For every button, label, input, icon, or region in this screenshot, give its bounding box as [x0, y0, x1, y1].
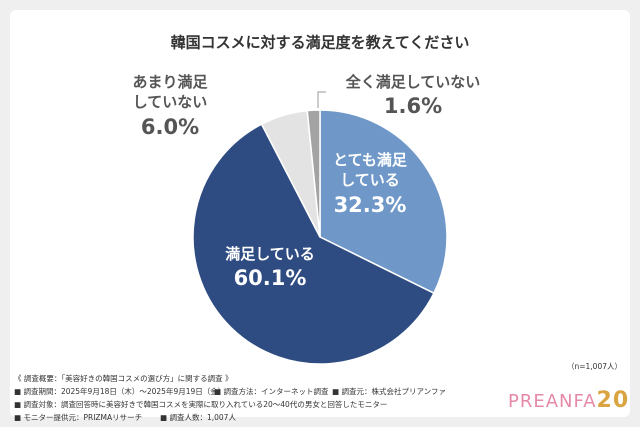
slice-label: あまり満足していない 6.0% — [130, 72, 210, 141]
leader-line — [317, 91, 326, 108]
slice-label: 満足している 60.1% — [205, 244, 335, 293]
chart-title: 韓国コスメに対する満足度を教えてください — [171, 34, 470, 52]
value-label: 60.1% — [233, 266, 307, 291]
category-label: とても満足している — [333, 151, 407, 190]
footnote: ■ 調査元：株式会社プリアンファ — [332, 387, 446, 396]
pie-slice — [319, 109, 448, 295]
footnote: 《 調査概要：「美容好きの韓国コスメの選び方」に関する調査 》 — [14, 374, 233, 383]
logo: PREANFA20 — [508, 388, 629, 413]
sample-note: （n=1,007人） — [566, 362, 622, 371]
pie-slice — [192, 123, 435, 365]
footnote: ■ 調査期間：2025年9月18日（木）～2025年9月19日（金） — [14, 387, 226, 396]
footnote: ■ 調査対象：調査回答時に美容好きで韓国コスメを実際に取り入れている20～40代… — [14, 400, 388, 409]
pie-slice — [306, 109, 321, 238]
value-label: 6.0% — [140, 114, 200, 139]
logo-text: PREANFA — [508, 391, 597, 412]
footnote: ■ 調査方法：インターネット調査 — [214, 387, 329, 396]
footnote: ■ モニター提供元：PRIZMAリサーチ — [14, 413, 143, 422]
footnote: ■ 調査人数：1,007人 — [160, 413, 236, 422]
value-label: 1.6% — [383, 94, 443, 119]
category-label: 全く満足していない — [345, 73, 481, 91]
category-label: 満足している — [225, 245, 315, 263]
value-label: 32.3% — [333, 192, 407, 217]
logo-number: 20 — [596, 388, 630, 413]
slice-label: 全く満足していない 1.6% — [338, 72, 488, 121]
slice-label: とても満足している 32.3% — [330, 150, 410, 219]
category-label: あまり満足していない — [132, 73, 208, 112]
